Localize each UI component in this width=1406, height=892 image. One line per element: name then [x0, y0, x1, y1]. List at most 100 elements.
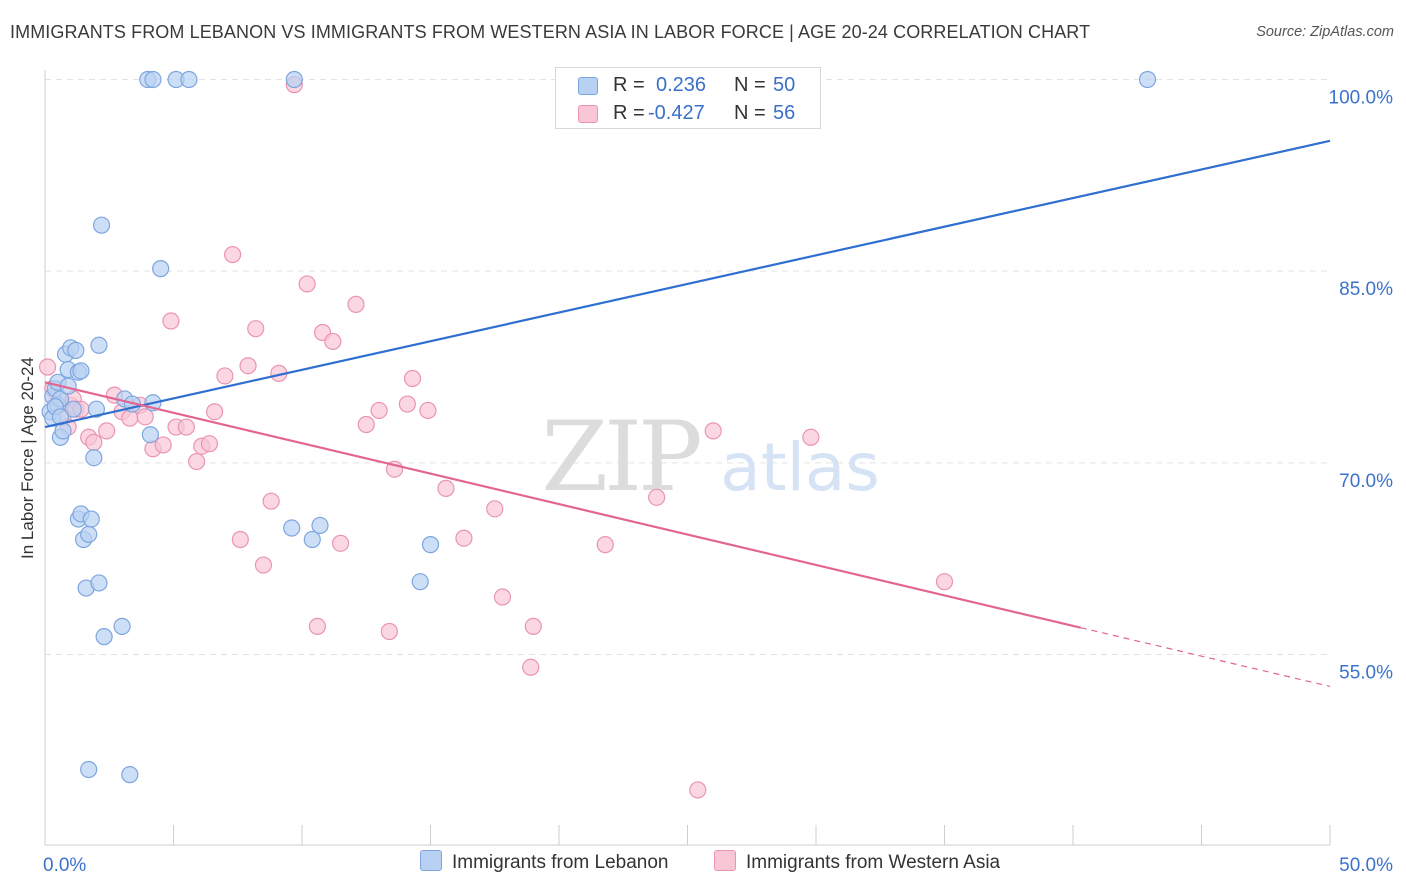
point-lebanon	[152, 260, 170, 278]
y-tick-label: 100.0%	[1329, 88, 1394, 109]
point-lebanon	[421, 536, 440, 554]
point-western-asia	[398, 395, 416, 413]
legend-item-western-asia: Immigrants from Western Asia	[714, 850, 1001, 874]
point-western-asia	[231, 530, 249, 549]
point-western-asia	[298, 275, 316, 293]
point-lebanon	[51, 408, 70, 426]
point-lebanon	[411, 573, 429, 591]
point-western-asia	[177, 418, 195, 436]
stats-n-label: N =	[734, 102, 766, 124]
point-lebanon	[90, 574, 108, 592]
point-lebanon	[64, 400, 82, 418]
legend-item-lebanon: Immigrants from Lebanon	[420, 850, 669, 874]
point-lebanon	[180, 70, 198, 89]
point-western-asia	[935, 573, 954, 591]
point-lebanon	[90, 336, 108, 354]
point-lebanon	[311, 516, 329, 535]
point-western-asia	[704, 422, 722, 440]
point-lebanon	[85, 449, 103, 467]
legend-label-lebanon: Immigrants from Lebanon	[452, 852, 669, 873]
stats-row-western-asia: R = -0.427 N = 56	[556, 100, 820, 128]
point-lebanon	[303, 530, 321, 549]
point-lebanon	[80, 760, 98, 779]
point-western-asia	[648, 488, 666, 506]
point-western-asia	[802, 428, 820, 446]
stats-box: R = 0.236 N = 50 R = -0.427 N = 56	[555, 67, 821, 129]
point-western-asia	[154, 436, 172, 454]
point-western-asia	[239, 357, 257, 375]
point-lebanon	[1138, 70, 1157, 89]
point-western-asia	[380, 622, 398, 641]
stats-swatch-lebanon	[578, 77, 598, 95]
stats-swatch-western-asia	[578, 105, 598, 123]
chart-title: IMMIGRANTS FROM LEBANON VS IMMIGRANTS FR…	[10, 22, 1091, 42]
point-western-asia	[254, 556, 273, 574]
point-western-asia	[224, 245, 242, 264]
point-lebanon	[141, 426, 159, 444]
point-lebanon	[87, 400, 106, 418]
point-western-asia	[596, 536, 614, 554]
y-tick-label: 55.0%	[1339, 663, 1393, 684]
point-western-asia	[200, 435, 219, 453]
stats-r-value: -0.427	[648, 102, 705, 124]
point-western-asia	[455, 529, 473, 547]
x-tick-label: 50.0%	[1339, 855, 1393, 876]
point-western-asia	[689, 781, 707, 799]
stats-r-label: R =	[613, 74, 645, 96]
point-western-asia	[38, 358, 57, 376]
source-label: Source: ZipAtlas.com	[1256, 24, 1394, 40]
point-western-asia	[403, 369, 422, 388]
point-lebanon	[92, 216, 111, 234]
point-western-asia	[324, 332, 342, 351]
point-western-asia	[486, 500, 504, 518]
grid-lines	[45, 79, 1330, 655]
point-western-asia	[85, 433, 103, 451]
point-lebanon	[283, 519, 301, 537]
point-lebanon	[285, 70, 303, 89]
point-western-asia	[308, 617, 327, 635]
point-lebanon	[144, 70, 162, 89]
point-western-asia	[98, 422, 116, 440]
point-western-asia	[247, 320, 265, 338]
legend-swatch-lebanon	[420, 850, 442, 872]
watermark-atlas: atlas	[720, 429, 880, 506]
point-western-asia	[493, 588, 512, 606]
point-lebanon	[72, 362, 90, 380]
trend-lines	[44, 139, 1331, 688]
point-western-asia	[188, 452, 206, 471]
trend-line-western-asia-extension	[1080, 627, 1331, 688]
point-western-asia	[522, 658, 540, 676]
trend-line-western-asia	[44, 381, 1081, 629]
point-western-asia	[136, 408, 154, 426]
y-tick-label: 85.0%	[1339, 279, 1393, 300]
point-western-asia	[262, 492, 280, 510]
stats-n-label: N =	[734, 74, 766, 96]
legend-label-western-asia: Immigrants from Western Asia	[746, 852, 1001, 873]
y-tick-label: 70.0%	[1339, 471, 1393, 492]
point-lebanon	[95, 628, 113, 646]
point-lebanon	[67, 341, 85, 359]
point-lebanon	[113, 617, 131, 635]
point-western-asia	[524, 617, 542, 635]
axes	[44, 70, 1331, 846]
point-western-asia	[162, 312, 180, 330]
trend-line-lebanon	[44, 139, 1331, 429]
stats-n-value: 56	[773, 102, 796, 124]
stats-n-value: 50	[773, 74, 796, 96]
x-tick-label: 0.0%	[43, 855, 86, 876]
legend-swatch-western-asia	[714, 850, 736, 872]
series-western-asia-points	[38, 76, 954, 799]
point-lebanon	[121, 766, 139, 784]
watermark-zip: ZIP	[541, 401, 700, 513]
point-lebanon	[82, 510, 100, 528]
point-western-asia	[216, 367, 234, 385]
point-western-asia	[357, 415, 375, 434]
stats-row-lebanon: R = 0.236 N = 50	[556, 72, 820, 100]
watermark: ZIP atlas	[541, 401, 879, 513]
point-lebanon	[80, 525, 98, 543]
point-western-asia	[331, 534, 350, 552]
tick-labels: 55.0% 70.0% 85.0% 100.0% 0.0% 50.0%	[43, 88, 1393, 877]
stats-r-label: R =	[613, 102, 645, 124]
point-western-asia	[370, 401, 388, 420]
